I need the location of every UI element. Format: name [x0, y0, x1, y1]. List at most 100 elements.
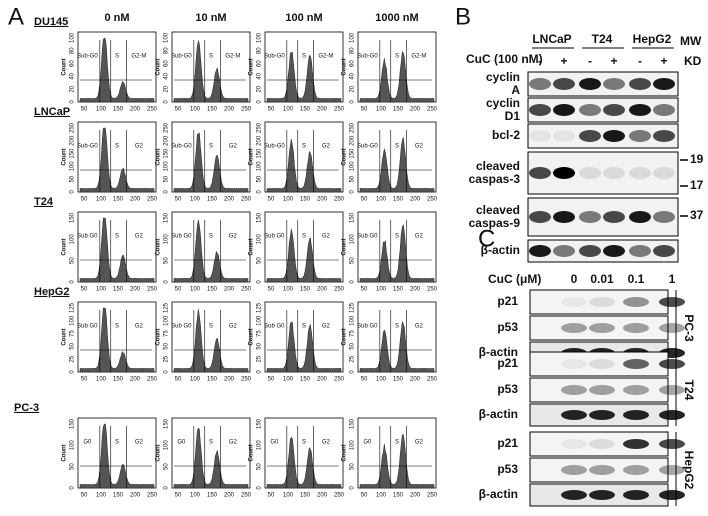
- band: [529, 104, 551, 116]
- phase-label: S: [302, 234, 306, 240]
- x-tick-label: 100: [96, 493, 107, 499]
- y-axis-label: Count: [342, 148, 348, 165]
- y-tick-label: 125: [350, 302, 356, 313]
- plot-frame: [77, 301, 157, 373]
- y-axis-label: Count: [342, 328, 348, 345]
- band: [659, 439, 685, 449]
- band-label: cleaved caspas-3: [469, 159, 521, 186]
- x-tick-label: 200: [410, 107, 421, 113]
- phase-label: G2: [229, 234, 238, 240]
- y-tick-label: 50: [257, 342, 263, 349]
- plot-frame: [264, 121, 344, 193]
- x-tick-label: 150: [300, 377, 311, 383]
- y-tick-label: 100: [164, 32, 170, 43]
- histogram: [266, 321, 342, 373]
- x-tick-label: 50: [81, 493, 88, 499]
- cell-line: T24: [592, 32, 613, 46]
- cell-line: LNCaP: [34, 106, 70, 118]
- x-tick-label: 200: [317, 107, 328, 113]
- phase-label: G2-M: [318, 54, 333, 60]
- x-tick-label: 50: [81, 377, 88, 383]
- y-tick-label: 150: [164, 148, 170, 159]
- y-tick-label: 0: [164, 486, 170, 490]
- band: [561, 490, 587, 500]
- panel-label: A: [8, 3, 24, 30]
- plot-frame: [171, 211, 251, 283]
- y-tick-label: 0: [164, 370, 170, 374]
- y-axis-label: Count: [62, 148, 68, 165]
- phase-label: G2: [135, 144, 144, 150]
- x-tick-label: 100: [283, 107, 294, 113]
- phase-label: S: [115, 440, 119, 446]
- band: [553, 245, 575, 257]
- phase-label: Sub-G0: [171, 144, 192, 150]
- y-tick-label: 100: [257, 161, 263, 172]
- plot-frame: [264, 211, 344, 283]
- plot-frame: [357, 417, 437, 489]
- histogram: [266, 228, 342, 283]
- band: [659, 297, 685, 307]
- y-tick-label: 50: [257, 463, 263, 470]
- band: [603, 167, 625, 179]
- y-tick-label: 40: [257, 72, 263, 79]
- band: [629, 167, 651, 179]
- y-axis-label: Count: [342, 238, 348, 255]
- dose: 0.01: [590, 272, 614, 286]
- x-tick-label: 150: [207, 107, 218, 113]
- y-tick-label: 100: [350, 440, 356, 451]
- phase-label: G2-M: [131, 54, 146, 60]
- sign: -: [538, 54, 542, 68]
- band: [659, 410, 685, 420]
- y-tick-label: 50: [350, 342, 356, 349]
- band-label: β-actin: [479, 487, 518, 501]
- y-tick-label: 100: [70, 161, 76, 172]
- dose: 0: [571, 272, 578, 286]
- x-tick-label: 50: [361, 197, 368, 203]
- phase-label: G0: [177, 440, 186, 446]
- plot-frame: [357, 31, 437, 103]
- x-tick-label: 50: [81, 197, 88, 203]
- y-tick-label: 150: [70, 212, 76, 223]
- band-label-line: caspas-3: [469, 172, 521, 186]
- x-tick-label: 150: [393, 287, 404, 293]
- histogram: [173, 308, 249, 373]
- x-tick-label: 50: [81, 107, 88, 113]
- y-axis-label: Count: [62, 238, 68, 255]
- x-tick-label: 250: [427, 107, 438, 113]
- mw-marker: 37: [690, 208, 704, 222]
- y-tick-label: 200: [257, 135, 263, 146]
- y-tick-label: 75: [350, 330, 356, 337]
- y-tick-label: 100: [257, 315, 263, 326]
- x-tick-label: 200: [224, 197, 235, 203]
- y-tick-label: 150: [350, 418, 356, 429]
- y-tick-label: 250: [257, 122, 263, 133]
- y-tick-label: 100: [257, 234, 263, 245]
- y-tick-label: 150: [164, 418, 170, 429]
- phase-label: Sub G0: [171, 324, 192, 330]
- cell-line: PC-3: [14, 402, 39, 414]
- band: [623, 385, 649, 395]
- concentration: 0 nM: [104, 12, 129, 24]
- y-tick-label: 40: [70, 72, 76, 79]
- y-axis-label: Count: [342, 58, 348, 75]
- x-tick-label: 200: [224, 493, 235, 499]
- band: [629, 245, 651, 257]
- phase-label: S: [115, 234, 119, 240]
- band-label: β-actin: [479, 407, 518, 421]
- x-tick-label: 150: [393, 107, 404, 113]
- y-axis-label: Count: [249, 148, 255, 165]
- phase-label: Sub G0: [77, 234, 98, 240]
- panel-label: C: [478, 225, 495, 252]
- x-tick-label: 200: [130, 493, 141, 499]
- x-tick-label: 100: [96, 377, 107, 383]
- y-tick-label: 150: [350, 212, 356, 223]
- y-tick-label: 0: [257, 280, 263, 284]
- x-tick-label: 200: [224, 107, 235, 113]
- histogram: [359, 137, 435, 193]
- kd-label: KD: [684, 54, 702, 68]
- y-axis-label: Count: [62, 328, 68, 345]
- blot: [529, 377, 669, 403]
- x-tick-label: 150: [207, 197, 218, 203]
- x-tick-label: 200: [317, 377, 328, 383]
- band: [629, 104, 651, 116]
